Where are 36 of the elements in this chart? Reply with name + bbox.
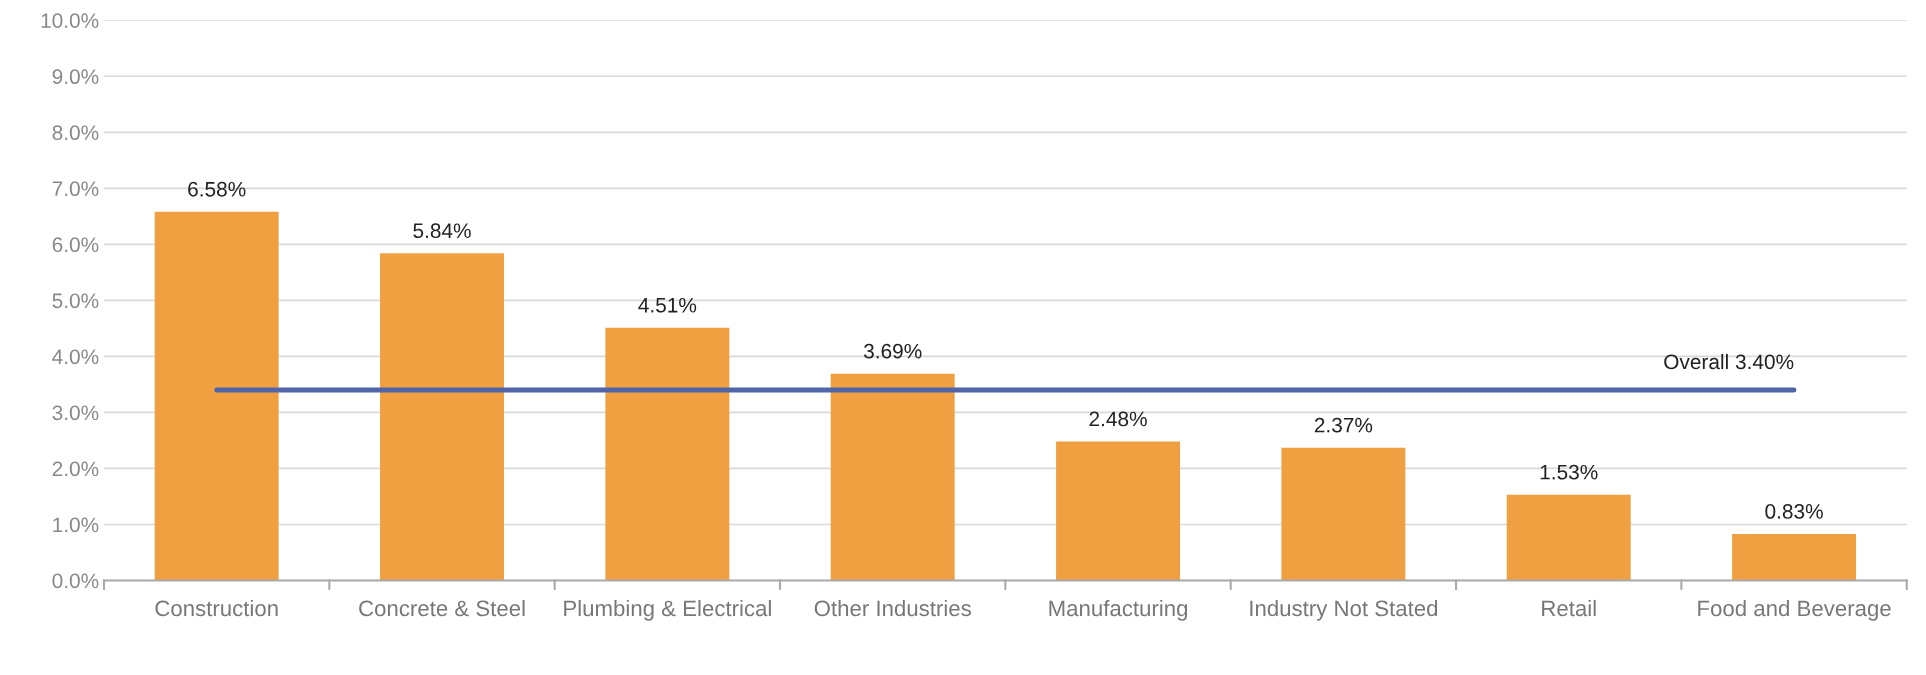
y-tick-label: 6.0% [52,237,99,253]
x-tick-label: Manufacturing [1049,599,1188,621]
series-label: Overall 3.40% [1664,353,1794,370]
y-tick-label: 5.0% [52,293,99,309]
y-tick-label: 4.0% [52,349,99,365]
x-tick-label: Concrete & Steel [359,599,525,617]
data-label: 4.51% [638,297,697,313]
bar [830,373,955,581]
data-label: 2.37% [1314,417,1373,433]
data-label: 5.84% [413,223,471,239]
bar [1056,441,1181,581]
y-tick-label: 9.0% [52,69,99,85]
bar [1506,494,1631,581]
y-tick-label: 1.0% [53,517,99,533]
data-label: 3.69% [863,343,922,359]
y-tick-label: 8.0% [52,125,99,141]
x-tick-label: Construction [155,599,278,617]
y-tick-label: 0.0% [52,573,99,589]
x-tick-label: Food and Beverage [1698,599,1891,621]
y-tick-label: 3.0% [52,405,99,421]
data-label: 2.48% [1089,411,1147,427]
data-label: 1.53% [1540,464,1598,480]
x-tick-label: Plumbing & Electrical [564,599,771,621]
bar [605,327,730,581]
y-tick-label: 10.0% [41,13,99,28]
x-tick-label: Retail [1542,599,1596,617]
data-label: 0.83% [1765,504,1823,519]
x-tick-label: Industry Not Stated [1250,599,1438,621]
y-tick-label: 7.0% [52,181,99,197]
bar [1281,447,1406,581]
bar [154,211,279,581]
y-tick-label: 2.0% [52,461,99,477]
bar [380,253,504,581]
bar [1732,534,1857,581]
x-tick-label: Other Industries [814,599,971,617]
data-label: 6.58% [188,181,246,197]
